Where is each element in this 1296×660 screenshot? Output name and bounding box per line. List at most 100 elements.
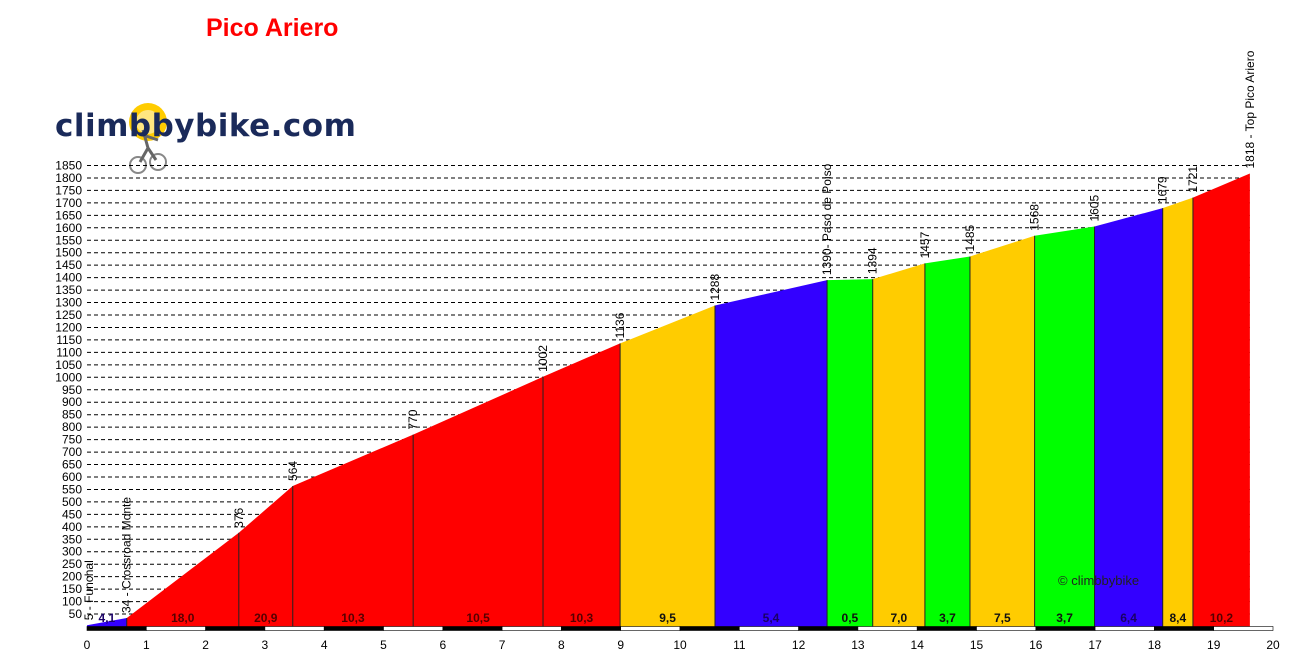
x-tick-label: 10 — [673, 638, 687, 652]
y-tick-label: 850 — [62, 408, 82, 422]
grade-label: 20,9 — [254, 611, 278, 625]
grade-label: 4,1 — [99, 611, 116, 625]
y-tick-label: 1650 — [55, 208, 82, 222]
x-tick-label: 6 — [439, 638, 446, 652]
y-tick-label: 300 — [62, 545, 82, 559]
y-tick-label: 500 — [62, 495, 82, 509]
grade-label: 5,4 — [763, 611, 780, 625]
x-tick-label: 11 — [733, 638, 746, 652]
y-tick-label: 200 — [62, 570, 82, 584]
grade-label: 9,5 — [659, 611, 676, 625]
elevation-label: 1485 — [963, 224, 977, 251]
segment-area — [827, 279, 873, 627]
elevation-label: 564 — [286, 461, 300, 481]
x-tick-label: 18 — [1148, 638, 1162, 652]
segment-area — [872, 263, 925, 627]
grade-label: 0,5 — [842, 611, 859, 625]
x-tick-label: 13 — [851, 638, 865, 652]
y-tick-label: 750 — [62, 433, 82, 447]
x-tick-label: 3 — [262, 638, 269, 652]
x-tick-label: 8 — [558, 638, 565, 652]
x-tick-label: 4 — [321, 638, 328, 652]
elevation-label: 1390- Paso de Poiso — [820, 163, 834, 275]
y-tick-label: 1500 — [55, 246, 82, 260]
axis-km-bar — [561, 626, 622, 631]
y-tick-label: 250 — [62, 557, 82, 571]
elevation-label: 1818 - Top Pico Ariero — [1243, 50, 1257, 168]
axis-km-bar — [501, 626, 562, 631]
y-tick-label: 1400 — [55, 271, 82, 285]
y-tick-label: 350 — [62, 532, 82, 546]
y-tick-label: 1550 — [55, 233, 82, 247]
elevation-label: 5 - Funchal — [82, 560, 96, 620]
elevation-label: 1136 — [613, 312, 627, 338]
segment-area — [238, 485, 293, 627]
segment-area — [413, 376, 544, 627]
segment-area — [126, 532, 239, 627]
chart-title: Pico Ariero — [206, 14, 339, 42]
y-tick-label: 450 — [62, 507, 82, 521]
y-tick-label: 950 — [62, 383, 82, 397]
elevation-label: 1605 — [1088, 195, 1102, 222]
y-tick-label: 100 — [62, 595, 82, 609]
grade-label: 6,4 — [1120, 611, 1137, 625]
y-tick-label: 900 — [62, 395, 82, 409]
x-tick-label: 14 — [911, 638, 925, 652]
grade-label: 10,5 — [466, 611, 490, 625]
grade-label: 7,0 — [890, 611, 907, 625]
axis-km-bar — [264, 626, 325, 631]
elevation-label: 34 - Crossroad Monte — [120, 497, 134, 613]
x-tick-label: 19 — [1207, 638, 1221, 652]
segment-area — [1162, 197, 1193, 627]
axis-km-bar — [86, 626, 147, 631]
axis-km-bar — [1035, 626, 1096, 631]
grade-label: 10,2 — [1210, 611, 1234, 625]
grade-label: 10,3 — [341, 611, 365, 625]
grade-label: 7,5 — [994, 611, 1011, 625]
x-tick-label: 5 — [380, 638, 387, 652]
axis-km-bar — [205, 626, 266, 631]
y-tick-label: 1150 — [56, 333, 82, 347]
x-tick-label: 2 — [202, 638, 209, 652]
grade-label: 10,3 — [570, 611, 594, 625]
y-tick-label: 1450 — [55, 258, 82, 272]
x-tick-label: 20 — [1266, 638, 1280, 652]
y-tick-label: 1300 — [55, 296, 82, 310]
x-tick-label: 7 — [499, 638, 506, 652]
elevation-label: 1394 — [866, 247, 880, 274]
x-tick-label: 15 — [970, 638, 984, 652]
elevation-label: 1721 — [1186, 166, 1200, 193]
y-tick-label: 1100 — [56, 345, 82, 359]
y-tick-label: 700 — [62, 445, 82, 459]
axis-km-bar — [146, 626, 206, 631]
elevation-label: 1288 — [708, 274, 722, 301]
elevation-label: 1679 — [1156, 176, 1170, 203]
axis-km-bar — [442, 626, 503, 631]
y-tick-label: 50 — [69, 607, 83, 621]
axis-km-bar — [857, 626, 918, 631]
y-tick-label: 1000 — [55, 370, 82, 384]
axis-km-bar — [383, 626, 444, 631]
axis-km-bar — [798, 626, 859, 631]
y-tick-label: 1350 — [55, 283, 82, 297]
axis-km-bar — [323, 626, 384, 631]
y-tick-label: 1600 — [55, 221, 82, 235]
y-tick-label: 1750 — [55, 183, 82, 197]
segment-area — [924, 256, 970, 627]
y-tick-label: 1850 — [55, 159, 82, 173]
segment-area — [292, 434, 414, 627]
elevation-label: 1568 — [1028, 204, 1042, 231]
axis-km-bar — [1213, 626, 1274, 631]
cyclist-logo-icon — [129, 103, 167, 174]
segment-area — [1034, 226, 1095, 627]
segment-area — [1192, 173, 1250, 627]
y-tick-label: 600 — [62, 470, 82, 484]
y-tick-label: 650 — [62, 458, 82, 472]
x-tick-label: 16 — [1029, 638, 1043, 652]
elevation-label: 376 — [232, 507, 246, 527]
y-tick-label: 550 — [62, 482, 82, 496]
axis-km-bar — [738, 626, 799, 631]
axis-km-bar — [916, 626, 977, 631]
axis-km-bar — [1154, 626, 1215, 631]
y-tick-label: 1250 — [55, 308, 82, 322]
